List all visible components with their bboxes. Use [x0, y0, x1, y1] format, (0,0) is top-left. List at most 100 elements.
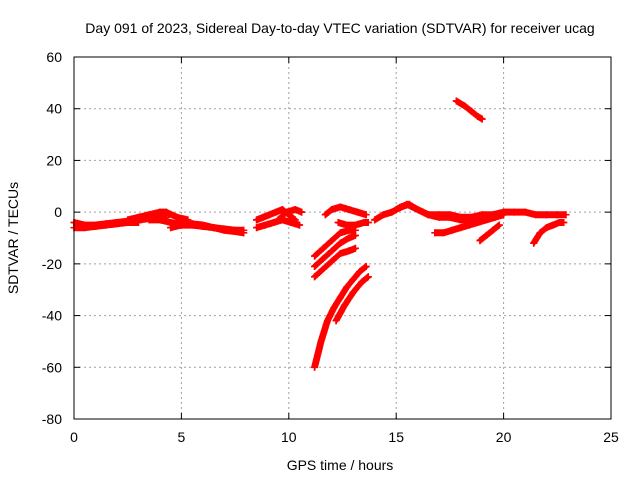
data-point [562, 211, 570, 219]
data-point [134, 213, 142, 221]
data-point [259, 213, 267, 221]
data-point [364, 273, 372, 281]
data-point [321, 211, 329, 219]
x-tick-label: 10 [281, 429, 297, 445]
data-point [364, 218, 372, 226]
data-point [403, 200, 411, 208]
data-point [167, 224, 175, 232]
y-tick-label: -80 [42, 411, 62, 427]
grid [74, 57, 611, 419]
data-point [240, 229, 248, 237]
data-point [220, 226, 228, 234]
data-point [435, 213, 443, 221]
data-point [319, 265, 327, 273]
data-point [296, 221, 304, 229]
data-point [210, 224, 218, 232]
data-point [317, 337, 325, 345]
data-point [328, 247, 336, 255]
series-arc-10 [311, 231, 359, 270]
data-marker-trace [321, 203, 370, 219]
data-point [351, 231, 359, 239]
data-point [354, 208, 362, 216]
data-point [489, 226, 497, 234]
ticks: 0 5 10 15 20 25 -80 -60 -40 -20 0 20 40 60 [42, 49, 619, 445]
data-point [560, 218, 568, 226]
series-arc-14 [321, 203, 370, 219]
data-point [311, 262, 319, 270]
series-arc-5 [167, 220, 248, 237]
data-point [145, 216, 153, 224]
data-point [362, 262, 370, 270]
data-point [336, 239, 344, 247]
data-point [388, 208, 396, 216]
series-arc-13 [332, 273, 372, 325]
data-point [448, 226, 456, 234]
data-point [311, 252, 319, 260]
series-arc-6 [253, 206, 299, 224]
data-point [482, 216, 490, 224]
data-point [343, 221, 351, 229]
data-point [358, 278, 366, 286]
data-point [177, 221, 185, 229]
data-point [323, 317, 331, 325]
data-point [91, 222, 99, 230]
data-point [265, 211, 273, 219]
data-point [465, 221, 473, 229]
data-point [351, 244, 359, 252]
data-point [356, 268, 364, 276]
data-point [81, 224, 89, 232]
series-arc-19 [476, 221, 503, 245]
data-point [495, 221, 503, 229]
data-point [510, 208, 518, 216]
data-point [328, 206, 336, 214]
data-point [461, 102, 469, 110]
plot-frame [73, 56, 612, 420]
x-tick-label: 25 [603, 429, 619, 445]
data-point [467, 107, 475, 115]
data-point [424, 211, 432, 219]
series-arc-20 [452, 97, 486, 123]
data-point [549, 221, 557, 229]
data-point [173, 213, 181, 221]
x-tick-label: 15 [388, 429, 404, 445]
series-arc-17 [392, 200, 486, 224]
data-point [476, 237, 484, 245]
y-tick-label: -60 [42, 359, 62, 375]
x-tick-label: 5 [178, 429, 186, 445]
data-point [298, 208, 306, 216]
data-point [457, 224, 465, 232]
data-point [231, 228, 239, 236]
data-marker-trace [500, 208, 570, 219]
x-axis-label: GPS time / hours [287, 457, 394, 473]
data-point [491, 213, 499, 221]
data-point [156, 216, 164, 224]
y-tick-label: -40 [42, 308, 62, 324]
data-point [345, 206, 353, 214]
data-point [334, 218, 342, 226]
data-point [351, 221, 359, 229]
data-point [431, 229, 439, 237]
data-point [349, 288, 357, 296]
data-point [311, 363, 319, 371]
data-point [311, 273, 319, 281]
data-point [392, 206, 400, 214]
data-point [349, 275, 357, 283]
data-point [261, 221, 269, 229]
series-arc-12 [311, 262, 370, 371]
series-arc-18 [431, 211, 508, 237]
data-point [336, 229, 344, 237]
data-point [278, 206, 286, 214]
data-point [253, 224, 261, 232]
data-point [113, 220, 121, 228]
data-point [291, 206, 299, 214]
data-point [446, 213, 454, 221]
data-point [379, 211, 387, 219]
data-point [452, 97, 460, 105]
data-point [319, 244, 327, 252]
data-point [345, 234, 353, 242]
data-point [371, 216, 379, 224]
data-point [439, 229, 447, 237]
data-point [274, 216, 282, 224]
series-arc-15 [334, 218, 372, 229]
data-point [336, 250, 344, 258]
